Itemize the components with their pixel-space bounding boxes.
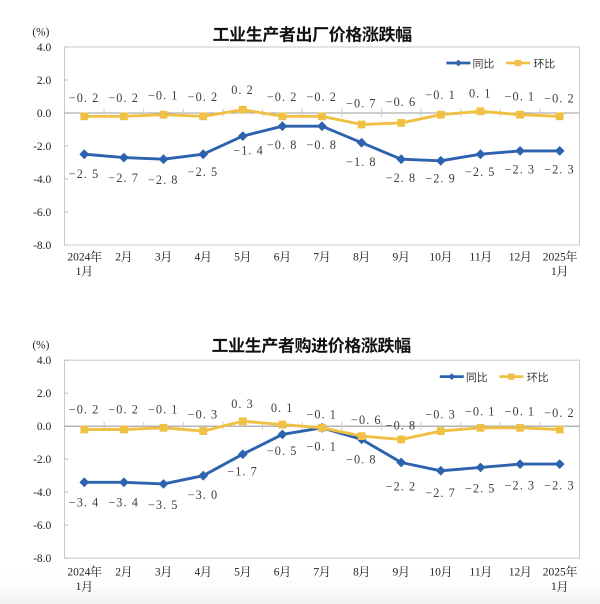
svg-text:−1. 4: −1. 4 — [233, 143, 263, 157]
svg-text:−0. 8: −0. 8 — [267, 138, 297, 152]
svg-text:4: 4 — [195, 251, 201, 263]
svg-text:−0. 2: −0. 2 — [544, 92, 574, 106]
svg-text:0. 1: 0. 1 — [469, 87, 491, 101]
svg-text:−2. 3: −2. 3 — [544, 162, 574, 176]
svg-text:-2.0: -2.0 — [33, 454, 51, 466]
svg-text:−2. 8: −2. 8 — [386, 171, 416, 185]
svg-text:−0. 5: −0. 5 — [267, 444, 297, 458]
svg-text:−2. 3: −2. 3 — [505, 479, 535, 493]
svg-text:7: 7 — [313, 251, 319, 263]
svg-text:−2. 7: −2. 7 — [108, 171, 138, 185]
svg-text:1: 1 — [551, 581, 557, 593]
svg-text:5: 5 — [234, 251, 240, 263]
svg-text:1: 1 — [76, 266, 82, 278]
svg-text:6: 6 — [274, 251, 280, 263]
svg-text:−0. 1: −0. 1 — [148, 89, 178, 103]
svg-text:−0. 6: −0. 6 — [386, 95, 416, 109]
svg-text:−2. 7: −2. 7 — [425, 486, 455, 500]
svg-text:9: 9 — [393, 251, 399, 263]
svg-text:2.0: 2.0 — [37, 75, 52, 87]
svg-text:2024: 2024 — [67, 251, 90, 263]
svg-text:0. 2: 0. 2 — [231, 83, 253, 97]
svg-text:−2. 3: −2. 3 — [505, 162, 535, 176]
svg-text:4.0: 4.0 — [37, 355, 52, 367]
svg-text:−0. 2: −0. 2 — [108, 91, 138, 105]
svg-text:7: 7 — [313, 566, 319, 578]
svg-text:(%): (%) — [32, 340, 49, 352]
svg-text:2025: 2025 — [543, 566, 566, 578]
svg-text:3: 3 — [155, 251, 161, 263]
svg-text:−1. 8: −1. 8 — [346, 155, 376, 169]
svg-text:−0. 1: −0. 1 — [505, 90, 535, 104]
svg-text:−2. 5: −2. 5 — [465, 165, 495, 179]
svg-text:6: 6 — [274, 566, 280, 578]
svg-text:12: 12 — [509, 251, 521, 263]
svg-text:-2.0: -2.0 — [33, 141, 51, 153]
svg-text:-4.0: -4.0 — [33, 174, 51, 186]
svg-text:−3. 5: −3. 5 — [148, 498, 178, 512]
svg-text:12: 12 — [509, 566, 521, 578]
svg-text:−2. 9: −2. 9 — [425, 172, 455, 186]
svg-text:-6.0: -6.0 — [33, 520, 51, 532]
svg-text:−0. 2: −0. 2 — [267, 90, 297, 104]
svg-text:−0. 3: −0. 3 — [188, 407, 218, 421]
svg-text:−2. 3: −2. 3 — [544, 479, 574, 493]
svg-text:−0. 8: −0. 8 — [306, 138, 336, 152]
svg-text:−0. 1: −0. 1 — [306, 408, 336, 422]
svg-text:−3. 4: −3. 4 — [69, 496, 99, 510]
svg-text:-4.0: -4.0 — [33, 487, 51, 499]
svg-text:−0. 1: −0. 1 — [148, 403, 178, 417]
svg-text:−0. 2: −0. 2 — [188, 90, 218, 104]
svg-text:5: 5 — [234, 566, 240, 578]
svg-text:−3. 0: −3. 0 — [188, 488, 218, 502]
svg-text:2024: 2024 — [67, 566, 90, 578]
svg-text:2: 2 — [115, 566, 121, 578]
svg-text:0.0: 0.0 — [37, 108, 52, 120]
svg-text:−2. 8: −2. 8 — [148, 173, 178, 187]
svg-text:−0. 1: −0. 1 — [505, 405, 535, 419]
svg-text:-8.0: -8.0 — [33, 553, 51, 565]
svg-text:−0. 2: −0. 2 — [69, 91, 99, 105]
svg-text:−0. 1: −0. 1 — [465, 405, 495, 419]
svg-text:2: 2 — [115, 251, 121, 263]
svg-text:−0. 7: −0. 7 — [346, 97, 376, 111]
svg-text:−0. 8: −0. 8 — [346, 452, 376, 466]
svg-text:9: 9 — [393, 566, 399, 578]
svg-text:11: 11 — [470, 566, 481, 578]
svg-text:0. 3: 0. 3 — [231, 397, 253, 411]
svg-text:10: 10 — [429, 566, 441, 578]
svg-text:−2. 2: −2. 2 — [386, 479, 416, 493]
svg-text:−1. 7: −1. 7 — [227, 465, 257, 479]
svg-text:−0. 2: −0. 2 — [108, 403, 138, 417]
svg-text:2025: 2025 — [543, 251, 566, 263]
svg-text:11: 11 — [470, 251, 481, 263]
svg-text:-6.0: -6.0 — [33, 207, 51, 219]
svg-text:4: 4 — [195, 566, 201, 578]
svg-text:−0. 8: −0. 8 — [386, 419, 416, 433]
svg-text:0.0: 0.0 — [37, 421, 52, 433]
svg-text:4.0: 4.0 — [37, 42, 52, 54]
svg-text:3: 3 — [155, 566, 161, 578]
svg-text:0. 1: 0. 1 — [271, 401, 293, 415]
svg-text:(%): (%) — [32, 26, 49, 38]
svg-text:2.0: 2.0 — [37, 388, 52, 400]
svg-text:−2. 5: −2. 5 — [465, 482, 495, 496]
svg-text:8: 8 — [353, 251, 359, 263]
svg-text:−0. 2: −0. 2 — [69, 403, 99, 417]
svg-text:1: 1 — [551, 266, 557, 278]
svg-text:-8.0: -8.0 — [33, 240, 51, 252]
svg-text:8: 8 — [353, 566, 359, 578]
svg-text:−0. 2: −0. 2 — [306, 90, 336, 104]
svg-text:−0. 1: −0. 1 — [425, 88, 455, 102]
svg-text:−0. 2: −0. 2 — [544, 406, 574, 420]
svg-text:−2. 5: −2. 5 — [188, 165, 218, 179]
svg-text:−0. 3: −0. 3 — [425, 407, 455, 421]
svg-text:−0. 1: −0. 1 — [306, 440, 336, 454]
svg-text:10: 10 — [429, 251, 441, 263]
svg-text:−2. 5: −2. 5 — [69, 167, 99, 181]
svg-text:1: 1 — [76, 581, 82, 593]
svg-text:−0. 6: −0. 6 — [351, 413, 381, 427]
svg-text:−3. 4: −3. 4 — [108, 496, 138, 510]
